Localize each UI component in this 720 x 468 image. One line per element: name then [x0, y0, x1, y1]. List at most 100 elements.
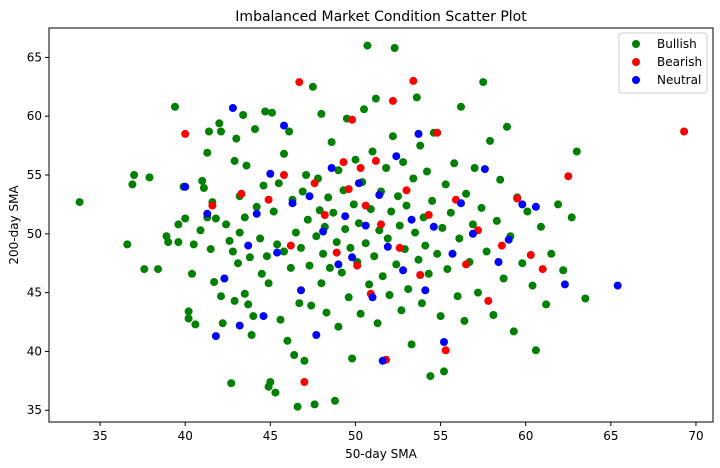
point-bullish [462, 189, 471, 198]
point-bearish [388, 96, 397, 105]
y-tick-label: 65 [27, 50, 42, 64]
point-neutral [228, 104, 237, 112]
point-bullish [239, 111, 248, 119]
point-bullish [460, 316, 469, 325]
point-neutral [348, 253, 357, 262]
point-bullish [344, 293, 353, 302]
x-tick-label: 35 [92, 429, 107, 443]
point-neutral [480, 165, 489, 174]
point-bullish [417, 299, 426, 308]
legend-box [618, 32, 708, 94]
point-bullish [399, 158, 408, 167]
point-neutral [259, 312, 268, 321]
point-bullish [128, 180, 137, 189]
point-bullish [210, 278, 219, 286]
point-bullish [329, 208, 338, 217]
point-neutral [244, 241, 253, 250]
point-bullish [382, 164, 391, 172]
point-bullish [479, 78, 488, 87]
point-bullish [240, 213, 249, 222]
point-bullish [174, 220, 183, 229]
point-bearish [484, 296, 493, 305]
point-bearish [526, 251, 535, 259]
point-bullish [388, 132, 397, 141]
point-bullish [249, 312, 258, 321]
point-bullish [509, 327, 518, 336]
point-bullish [242, 161, 251, 170]
point-bullish [354, 219, 363, 228]
points-layer [75, 41, 689, 411]
point-neutral [392, 152, 401, 161]
point-bullish [271, 388, 280, 397]
point-bullish [230, 156, 239, 165]
point-bullish [261, 107, 270, 116]
point-bullish [332, 238, 341, 247]
point-bullish [130, 171, 139, 179]
point-bearish [441, 346, 450, 355]
point-bullish [184, 307, 193, 316]
point-bearish [402, 186, 411, 195]
point-bullish [300, 356, 309, 365]
point-bullish [450, 159, 459, 168]
point-bullish [387, 207, 396, 216]
point-bullish [392, 260, 401, 269]
point-bullish [251, 125, 259, 134]
point-bullish [75, 198, 84, 207]
point-bullish [222, 220, 231, 229]
point-bullish [273, 240, 282, 249]
point-bullish [315, 206, 324, 215]
point-bullish [572, 147, 581, 156]
point-neutral [361, 221, 370, 230]
point-bullish [217, 292, 225, 301]
point-bullish [428, 196, 437, 205]
point-bullish [433, 249, 442, 258]
point-bullish [581, 294, 590, 303]
point-neutral [494, 258, 503, 266]
point-bullish [446, 208, 455, 217]
point-neutral [457, 199, 465, 208]
point-bullish [443, 265, 452, 274]
point-bullish [322, 308, 331, 317]
point-bearish [371, 156, 380, 165]
point-bullish [269, 207, 278, 216]
point-bearish [300, 378, 309, 386]
point-bullish [547, 249, 556, 258]
point-neutral [297, 286, 305, 295]
point-bullish [360, 105, 368, 114]
point-bullish [123, 240, 132, 249]
point-bullish [244, 300, 253, 309]
point-bearish [433, 128, 442, 137]
point-bullish [227, 379, 236, 388]
point-neutral [368, 293, 377, 302]
point-neutral [421, 286, 430, 295]
plot-frame [48, 27, 714, 423]
point-bullish [356, 309, 365, 318]
point-bearish [348, 115, 357, 124]
point-neutral [327, 164, 336, 172]
point-bullish [327, 138, 336, 147]
point-bullish [307, 301, 316, 310]
point-bullish [542, 300, 551, 309]
point-bullish [252, 202, 261, 211]
point-bullish [341, 225, 350, 234]
point-bullish [235, 228, 244, 237]
point-bullish [218, 319, 227, 328]
point-neutral [468, 229, 477, 238]
point-bullish [198, 176, 207, 185]
point-bullish [317, 279, 326, 288]
point-bullish [319, 249, 328, 258]
point-bullish [337, 268, 346, 277]
point-bullish [297, 243, 305, 252]
point-neutral [266, 169, 275, 178]
y-tick-label: 50 [27, 227, 42, 241]
legend: Bullish Bearish Neutral [618, 32, 708, 94]
x-tick-label: 45 [263, 429, 278, 443]
point-bullish [295, 299, 304, 308]
point-bullish [441, 180, 450, 189]
point-bullish [181, 214, 190, 223]
point-bearish [344, 185, 353, 194]
point-neutral [613, 281, 622, 290]
point-bullish [302, 171, 311, 179]
point-bullish [191, 320, 200, 329]
